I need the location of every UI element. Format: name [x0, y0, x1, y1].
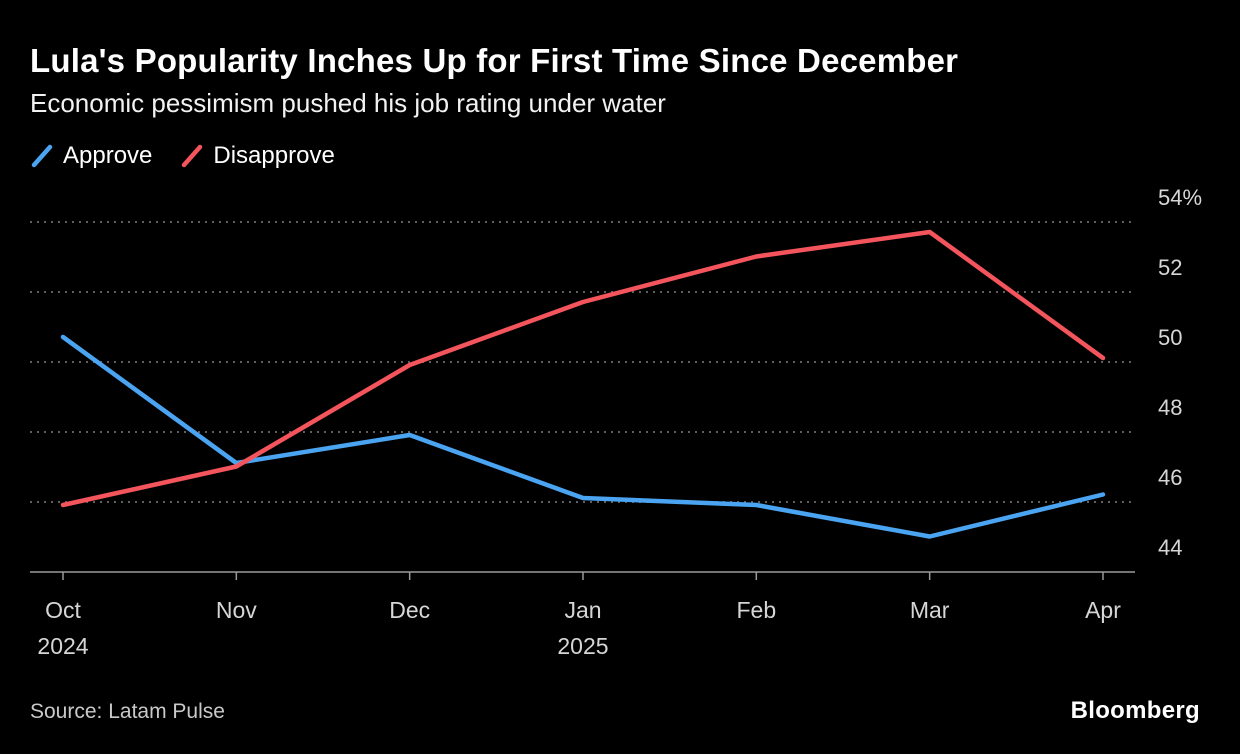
approve-line-swatch-icon: [31, 144, 53, 168]
legend-item-approve: Approve: [30, 141, 152, 171]
x-tick-label: Nov: [216, 597, 257, 623]
bloomberg-logo: Bloomberg: [1070, 697, 1200, 724]
disapprove-line-swatch-icon: [182, 144, 203, 168]
legend-label-approve: Approve: [63, 142, 153, 169]
x-tick-label: Dec: [389, 597, 430, 623]
legend-label-disapprove: Disapprove: [213, 142, 335, 169]
y-tick-label: 52: [1158, 255, 1182, 280]
chart-title: Lula's Popularity Inches Up for First Ti…: [30, 42, 959, 79]
chart-subtitle: Economic pessimism pushed his job rating…: [30, 88, 666, 118]
legend-item-disapprove: Disapprove: [180, 141, 335, 171]
legend: Approve Disapprove: [30, 141, 335, 171]
y-tick-label: 44: [1158, 535, 1182, 560]
series-line-approve: [60, 334, 1106, 539]
x-tick-year-label: 2025: [557, 633, 608, 659]
y-tick-label: 50: [1158, 325, 1182, 350]
y-tick-label: 46: [1158, 465, 1182, 490]
x-tick-label: Feb: [736, 597, 776, 623]
x-tick-label: Apr: [1085, 597, 1121, 623]
x-tick-label: Jan: [564, 597, 601, 623]
y-tick-label: 54%: [1158, 185, 1202, 210]
y-tick-label: 48: [1158, 395, 1182, 420]
x-tick-label: Oct: [45, 597, 81, 623]
series-line-disapprove: [60, 229, 1106, 508]
x-tick-year-label: 2024: [37, 633, 88, 659]
x-tick-label: Mar: [910, 597, 950, 623]
source-credit: Source: Latam Pulse: [30, 700, 225, 723]
